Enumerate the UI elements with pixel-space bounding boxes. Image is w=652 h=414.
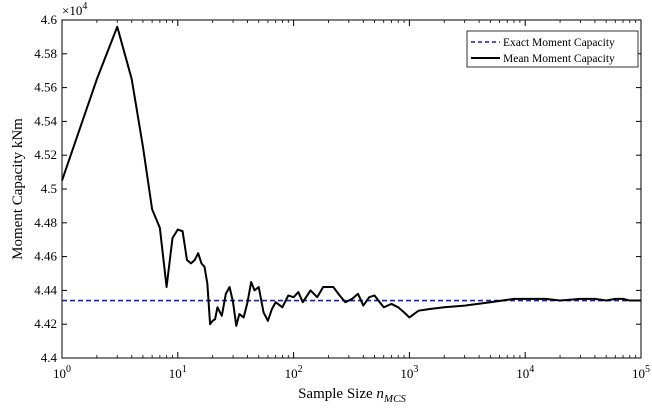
series-mean-moment-capacity: [61, 25, 641, 327]
x-axis-label-subscript: MCS: [383, 393, 407, 405]
legend-label-exact: Exact Moment Capacity: [503, 37, 615, 49]
y-tick-label: 4.5: [41, 181, 57, 196]
y-tick-label: 4.58: [34, 46, 57, 61]
x-tick-label: 101: [169, 364, 187, 381]
x-tick-label: 102: [285, 364, 303, 381]
x-axis-label-text: Sample Size: [298, 386, 373, 402]
series-lines: [61, 25, 641, 327]
y-tick-label: 4.44: [34, 282, 57, 297]
y-multiplier: ×104: [62, 1, 87, 18]
plot-area: [61, 19, 642, 359]
y-tick-label: 4.48: [34, 215, 57, 230]
legend-label-mean: Mean Moment Capacity: [503, 53, 615, 65]
y-tick-label: 4.6: [41, 12, 58, 27]
y-axis-label: Moment Capacity kNm: [10, 118, 26, 260]
x-tick-label: 100: [53, 364, 71, 381]
y-tick-label: 4.42: [34, 316, 57, 331]
y-tick-label: 4.4: [41, 350, 58, 365]
x-tick-label: 104: [516, 364, 534, 381]
axis-ticks: 4.4 4.42 4.44 4.46 4.48 4.5 4.52 4.54 4.56 4.58 4.…: [34, 12, 650, 381]
x-axis-label-variable: n: [376, 386, 384, 402]
y-multiplier-base: ×10: [62, 3, 82, 18]
x-axis-label: Sample Size nMCS: [298, 386, 406, 405]
legend-box: [466, 30, 639, 68]
y-tick-label: 4.54: [34, 113, 57, 128]
y-multiplier-exponent: 4: [82, 1, 87, 12]
y-tick-label: 4.56: [34, 80, 57, 95]
x-tick-label: 103: [400, 364, 418, 381]
y-tick-label: 4.46: [34, 249, 57, 264]
y-tick-label: 4.52: [34, 147, 57, 162]
x-tick-label: 105: [632, 364, 650, 381]
legend: Exact Moment Capacity Mean Moment Capaci…: [466, 30, 639, 68]
